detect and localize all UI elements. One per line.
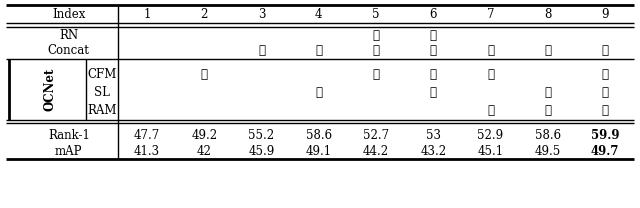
Text: 49.5: 49.5 [534,145,561,158]
Text: RAM: RAM [88,104,117,117]
Text: RN: RN [60,29,78,42]
Text: ✓: ✓ [429,45,436,57]
Text: 52.7: 52.7 [363,129,389,142]
Text: 45.9: 45.9 [248,145,275,158]
Text: 47.7: 47.7 [134,129,160,142]
Text: Index: Index [52,8,86,21]
Text: ✓: ✓ [429,86,436,99]
Text: 49.1: 49.1 [306,145,332,158]
Text: 53: 53 [426,129,441,142]
Text: ✓: ✓ [372,45,380,57]
Text: ✓: ✓ [316,86,323,99]
Text: ✓: ✓ [544,45,551,57]
Text: 45.1: 45.1 [477,145,504,158]
Text: 58.6: 58.6 [534,129,561,142]
Text: ✓: ✓ [602,104,609,117]
Text: 2: 2 [200,8,208,21]
Text: ✓: ✓ [372,29,380,42]
Text: 5: 5 [372,8,380,21]
Text: 42: 42 [197,145,212,158]
Text: 8: 8 [544,8,552,21]
Text: 58.6: 58.6 [306,129,332,142]
Text: 6: 6 [429,8,437,21]
Text: ✓: ✓ [372,68,380,81]
Text: ✓: ✓ [429,68,436,81]
Text: 41.3: 41.3 [134,145,160,158]
Text: 49.2: 49.2 [191,129,218,142]
Text: 4: 4 [315,8,323,21]
Text: 43.2: 43.2 [420,145,446,158]
Text: CFM: CFM [88,68,117,81]
Text: ✓: ✓ [487,45,494,57]
Text: SL: SL [95,86,110,99]
Text: mAP: mAP [55,145,83,158]
Text: ✓: ✓ [429,29,436,42]
Text: ✓: ✓ [316,45,323,57]
Text: ✓: ✓ [602,68,609,81]
Text: OCNet: OCNet [44,68,57,111]
Text: ✓: ✓ [487,104,494,117]
Text: 59.9: 59.9 [591,129,620,142]
Text: ✓: ✓ [544,86,551,99]
Text: ✓: ✓ [544,104,551,117]
Text: 7: 7 [487,8,494,21]
Text: Concat: Concat [48,45,90,57]
Text: 9: 9 [601,8,609,21]
Text: ✓: ✓ [602,45,609,57]
Text: 49.7: 49.7 [591,145,620,158]
Text: 52.9: 52.9 [477,129,504,142]
Text: 44.2: 44.2 [363,145,389,158]
Text: 55.2: 55.2 [248,129,275,142]
Text: 1: 1 [143,8,150,21]
Text: ✓: ✓ [201,68,208,81]
Text: 3: 3 [258,8,265,21]
Text: ✓: ✓ [487,68,494,81]
Text: ✓: ✓ [602,86,609,99]
Text: Rank-1: Rank-1 [48,129,90,142]
Text: ✓: ✓ [258,45,265,57]
